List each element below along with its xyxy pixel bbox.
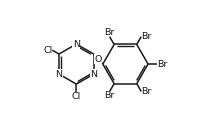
Text: N: N — [56, 70, 62, 79]
Text: Br: Br — [141, 87, 152, 96]
Text: O: O — [95, 55, 102, 63]
Text: Br: Br — [141, 32, 152, 41]
Text: Br: Br — [104, 91, 115, 100]
Text: Br: Br — [104, 28, 115, 37]
Text: Cl: Cl — [43, 46, 52, 55]
Text: Cl: Cl — [72, 92, 81, 101]
Text: Br: Br — [157, 60, 167, 69]
Text: N: N — [73, 39, 80, 49]
Text: N: N — [90, 70, 97, 79]
